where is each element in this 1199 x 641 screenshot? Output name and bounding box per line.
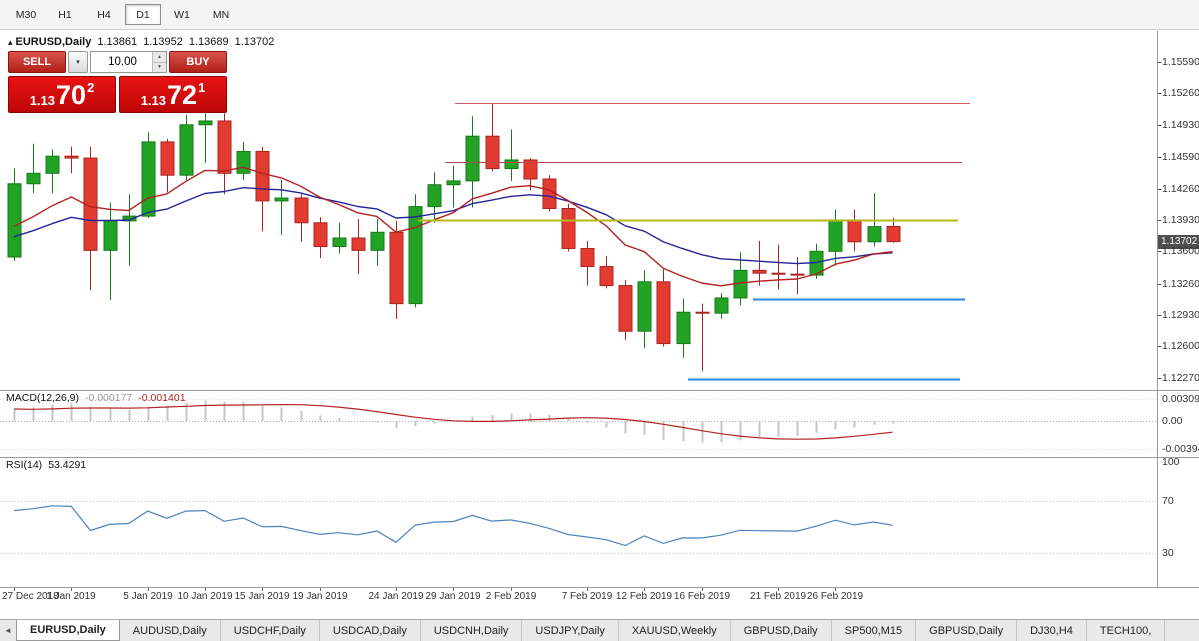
chart-tab-xauusd-weekly[interactable]: XAUUSD,Weekly (619, 620, 731, 641)
stepper-down-icon[interactable]: ▾ (153, 62, 166, 72)
timeframe-d1[interactable]: D1 (125, 4, 161, 25)
moving-average-line (13, 166, 893, 287)
moving-average-line (13, 186, 893, 265)
timeframe-w1[interactable]: W1 (174, 8, 190, 21)
bid-price-sup: 2 (87, 80, 95, 95)
big-sell-price-button[interactable]: 1.13 70 2 (8, 76, 116, 113)
chart-tab-dj30-h4[interactable]: DJ30,H4 (1017, 620, 1087, 641)
ask-price-sup: 1 (198, 80, 206, 95)
chart-collapse-icon: ▴ (8, 37, 13, 47)
chart-tab-usdchf-daily[interactable]: USDCHF,Daily (221, 620, 320, 641)
time-axis[interactable] (0, 588, 1157, 608)
macd-pane[interactable] (0, 399, 1157, 450)
rsi-indicator-label: RSI(14) 53.4291 (6, 459, 86, 471)
order-type-dropdown[interactable]: ▾ (68, 51, 88, 73)
macd-signal-line (13, 403, 893, 440)
arrow-left-icon: ◄ (4, 626, 12, 635)
ohlc-low: 1.13689 (188, 36, 229, 48)
volume-stepper: ▴ ▾ (152, 52, 166, 72)
ask-price-prefix: 1.13 (140, 93, 167, 108)
chart-tab-gbpusd-daily[interactable]: GBPUSD,Daily (916, 620, 1018, 641)
rsi-name: RSI(14) (6, 459, 43, 471)
timeframe-h1[interactable]: H1 (58, 8, 72, 21)
rsi-line (13, 505, 893, 547)
main-chart-pane[interactable] (7, 102, 970, 381)
chart-tab-usdcnh-daily[interactable]: USDCNH,Daily (421, 620, 523, 641)
chart-tab-eurusd-daily[interactable]: EURUSD,Daily (16, 620, 120, 641)
ohlc-close: 1.13702 (234, 36, 275, 48)
ohlc-high: 1.13952 (143, 36, 183, 48)
bid-price-prefix: 1.13 (29, 93, 56, 108)
chart-symbol-label: EURUSD,Daily (15, 36, 92, 48)
timeframe-h4[interactable]: H4 (97, 8, 111, 21)
chart-tab-usdcad-daily[interactable]: USDCAD,Daily (320, 620, 421, 641)
chart-tab-audusd-daily[interactable]: AUDUSD,Daily (120, 620, 221, 641)
chart-tab-gbpusd-daily[interactable]: GBPUSD,Daily (731, 620, 832, 641)
macd-indicator-label: MACD(12,26,9) -0.000177 -0.001401 (6, 392, 186, 404)
price-axis[interactable] (1157, 31, 1199, 587)
ask-price-big: 72 (167, 80, 198, 110)
sell-button[interactable]: SELL (8, 51, 66, 73)
bid-price-big: 70 (56, 80, 87, 110)
ohlc-open: 1.13861 (97, 36, 138, 48)
stepper-up-icon[interactable]: ▴ (153, 52, 166, 63)
rsi-value: 53.4291 (48, 459, 87, 471)
big-buy-price-button[interactable]: 1.13 72 1 (119, 76, 227, 113)
timeframe-m30[interactable]: M30 (15, 8, 37, 21)
chart-tab-sp500-m15[interactable]: SP500,M15 (832, 620, 917, 641)
chart-tab-tech100[interactable]: TECH100, (1087, 620, 1166, 641)
chevron-down-icon: ▾ (76, 59, 80, 66)
macd-signal-value: -0.001401 (138, 392, 186, 404)
timeframe-mn[interactable]: MN (212, 8, 230, 21)
macd-name: MACD(12,26,9) (6, 392, 79, 404)
tab-scroll-left-button[interactable]: ◄ (0, 620, 16, 641)
chart-tab-usdjpy-daily[interactable]: USDJPY,Daily (522, 620, 619, 641)
volume-input[interactable] (90, 51, 167, 73)
pane-chrome (0, 31, 1199, 591)
rsi-pane[interactable] (0, 501, 1157, 554)
macd-main-value: -0.000177 (84, 392, 133, 404)
chart-symbol-title: ▴ EURUSD,Daily 1.13861 1.13952 1.13689 1.1370… (8, 36, 274, 48)
buy-button[interactable]: BUY (169, 51, 227, 73)
timeframe-toolbar: M30 H1 H4 D1 W1 MN (0, 0, 1199, 30)
chart-tab-bar: ◄ EURUSD,Daily AUDUSD,Daily USDCHF,Daily US… (0, 619, 1199, 641)
